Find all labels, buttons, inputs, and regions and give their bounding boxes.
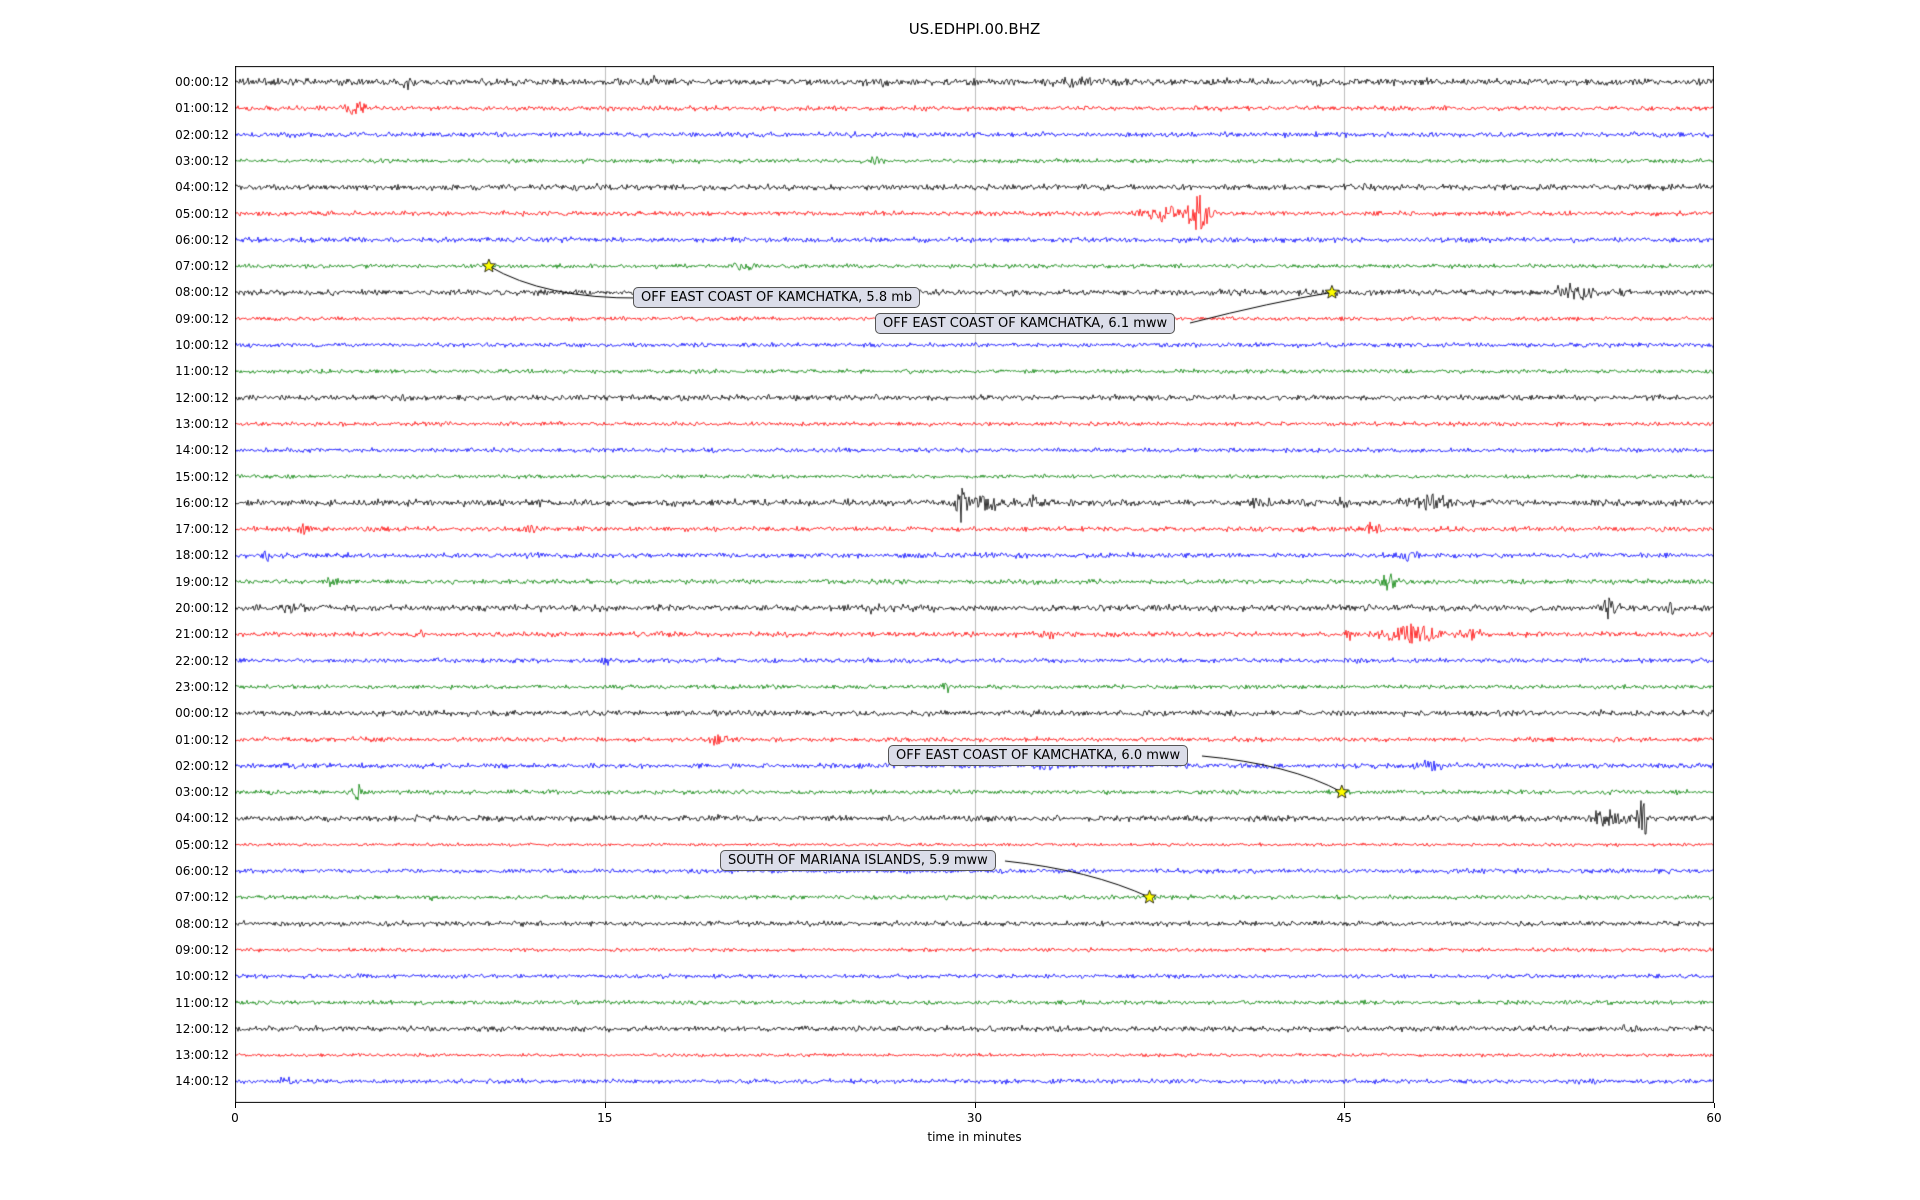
row-time-label: 00:00:12 xyxy=(175,75,229,89)
row-time-label: 04:00:12 xyxy=(175,180,229,195)
row-time-label: 01:00:12 xyxy=(175,101,229,116)
event-annotation: OFF EAST COAST OF KAMCHATKA, 5.8 mb xyxy=(633,287,921,308)
x-tick-mark xyxy=(974,1103,976,1108)
row-time-label: 23:00:12 xyxy=(175,679,229,694)
row-time-label: 18:00:12 xyxy=(175,548,229,563)
row-time-label: 02:00:12 xyxy=(175,758,229,773)
x-tick-mark xyxy=(1714,1103,1715,1108)
row-time-label: 10:00:12 xyxy=(175,969,229,984)
row-time-label: 17:00:12 xyxy=(175,522,229,537)
row-time-label: 19:00:12 xyxy=(175,574,229,589)
row-time-label: 05:00:12 xyxy=(175,837,229,852)
waveform-canvas xyxy=(235,66,1714,1103)
row-time-label: 20:00:12 xyxy=(175,601,229,615)
row-time-label: 10:00:12 xyxy=(175,338,229,352)
event-annotation: OFF EAST COAST OF KAMCHATKA, 6.1 mww xyxy=(875,313,1176,334)
row-time-label: 08:00:12 xyxy=(175,285,229,300)
row-time-label: 12:00:12 xyxy=(175,390,229,405)
row-time-label: 12:00:12 xyxy=(175,1021,229,1036)
row-time-label: 11:00:12 xyxy=(175,364,229,379)
row-time-label: 22:00:12 xyxy=(175,653,229,668)
row-time-label: 14:00:12 xyxy=(175,1074,229,1089)
row-time-label: 06:00:12 xyxy=(175,864,229,878)
x-tick-mark xyxy=(1344,1103,1346,1108)
row-time-label: 07:00:12 xyxy=(175,890,229,905)
row-time-label: 13:00:12 xyxy=(175,1048,229,1063)
row-time-label: 09:00:12 xyxy=(175,942,229,957)
row-time-label: 02:00:12 xyxy=(175,127,229,142)
row-time-label: 00:00:12 xyxy=(175,706,229,721)
row-time-label: 13:00:12 xyxy=(175,416,229,431)
plot-title: US.EDHPI.00.BHZ xyxy=(908,20,1041,38)
row-time-label: 07:00:12 xyxy=(175,259,229,274)
x-tick-label: 60 xyxy=(1706,1111,1722,1125)
row-time-label: 15:00:12 xyxy=(175,469,229,484)
x-tick-label: 45 xyxy=(1336,1111,1352,1125)
row-time-label: 05:00:12 xyxy=(175,206,229,221)
row-time-label: 06:00:12 xyxy=(175,232,229,247)
event-annotation: SOUTH OF MARIANA ISLANDS, 5.9 mww xyxy=(720,850,996,871)
x-tick-label: 0 xyxy=(231,1111,239,1125)
plot-area xyxy=(235,66,1714,1103)
x-tick-label: 30 xyxy=(966,1111,983,1125)
row-time-label: 04:00:12 xyxy=(175,811,229,826)
row-time-label: 16:00:12 xyxy=(175,495,229,510)
x-tick-mark xyxy=(604,1103,606,1108)
row-time-label: 01:00:12 xyxy=(175,732,229,747)
event-annotation: OFF EAST COAST OF KAMCHATKA, 6.0 mww xyxy=(888,745,1189,766)
x-tick-mark xyxy=(235,1103,236,1108)
row-time-label: 03:00:12 xyxy=(175,785,229,800)
row-time-label: 09:00:12 xyxy=(175,311,229,326)
x-tick-label: 15 xyxy=(597,1111,613,1125)
row-time-label: 08:00:12 xyxy=(175,916,229,931)
row-time-label: 21:00:12 xyxy=(175,627,229,642)
row-time-label: 11:00:12 xyxy=(175,995,229,1010)
row-time-label: 14:00:12 xyxy=(175,443,229,458)
row-time-label: 03:00:12 xyxy=(175,153,229,168)
x-axis-label: time in minutes xyxy=(927,1130,1022,1144)
